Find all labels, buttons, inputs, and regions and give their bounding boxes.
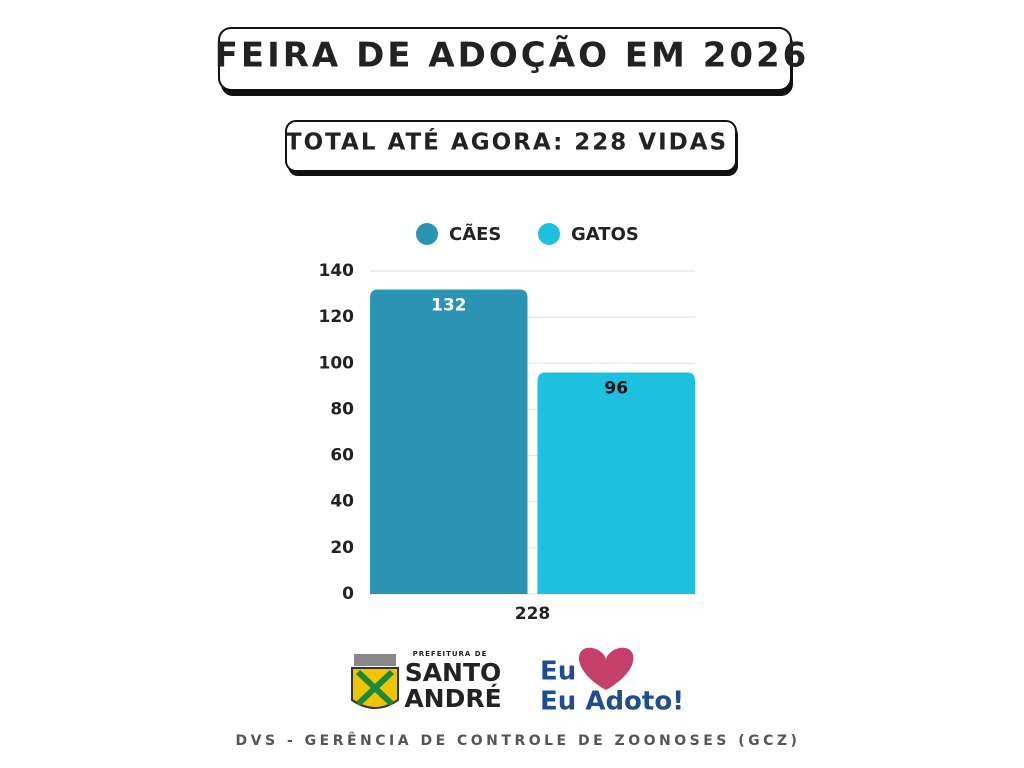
crest-crown [354,654,396,666]
legend-swatch [416,223,438,245]
y-tick-label: 120 [319,307,355,327]
data-label: 132 [431,295,467,315]
data-label: 96 [604,379,628,399]
legend-label: GATOS [571,224,639,245]
logo-text: Eu Adoto! [540,687,684,717]
legend-label: CÃES [449,222,501,245]
y-tick-label: 140 [319,261,355,281]
logo-text: ANDRÉ [404,684,501,713]
logo-santo-andre: PREFEITURA DE SANTO ANDRÉ [351,650,502,713]
y-tick-label: 100 [319,353,355,373]
chart-subtitle: TOTAL ATÉ AGORA: 228 VIDAS [286,128,728,156]
y-tick-label: 40 [330,492,354,512]
y-tick-label: 80 [330,399,354,419]
bar [370,289,528,594]
heart [578,647,634,690]
title-box [218,27,792,91]
footer: DVS - GERÊNCIA DE CONTROLE DE ZOONOSES (… [236,732,801,749]
crest-cross [355,669,395,707]
chart-title: FEIRA DE ADOÇÃO EM 2026 [215,35,810,76]
logo-text: Eu [540,657,576,687]
y-tick-label: 0 [342,584,354,604]
y-tick-label: 60 [330,446,354,466]
y-tick-label: 20 [330,538,354,558]
subtitle-box [285,120,737,172]
logo-text: PREFEITURA DE [413,650,488,658]
bar [537,372,695,594]
x-tick-label: 228 [515,604,551,624]
logo-text: SANTO [405,658,502,687]
logo-eu-adoto: Eu Eu Adoto! [540,647,684,717]
legend-swatch [538,223,560,245]
